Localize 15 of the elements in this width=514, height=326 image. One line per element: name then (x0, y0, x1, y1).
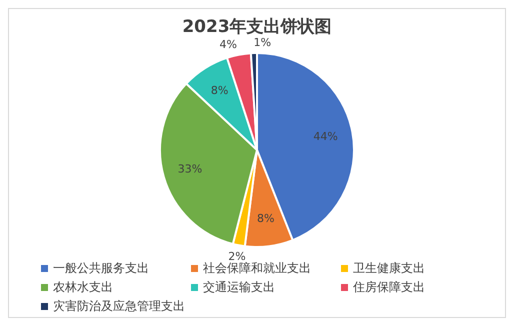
data-label: 4% (219, 38, 237, 51)
legend-label: 社会保障和就业支出 (203, 260, 311, 277)
legend-label: 交通运输支出 (203, 279, 275, 296)
chart-title: 2023年支出饼状图 (181, 16, 333, 38)
legend-label: 住房保障支出 (353, 279, 425, 296)
legend-label: 灾害防治及应急管理支出 (53, 298, 185, 315)
data-label: 1% (254, 36, 272, 49)
legend-label: 农林水支出 (53, 279, 113, 296)
legend-label: 卫生健康支出 (353, 260, 425, 277)
data-label: 33% (178, 162, 202, 176)
data-label: 8% (257, 212, 274, 226)
data-label: 2% (228, 250, 246, 263)
legend-label: 一般公共服务支出 (53, 260, 149, 277)
data-label: 44% (313, 130, 338, 143)
data-label: 8% (210, 84, 228, 97)
